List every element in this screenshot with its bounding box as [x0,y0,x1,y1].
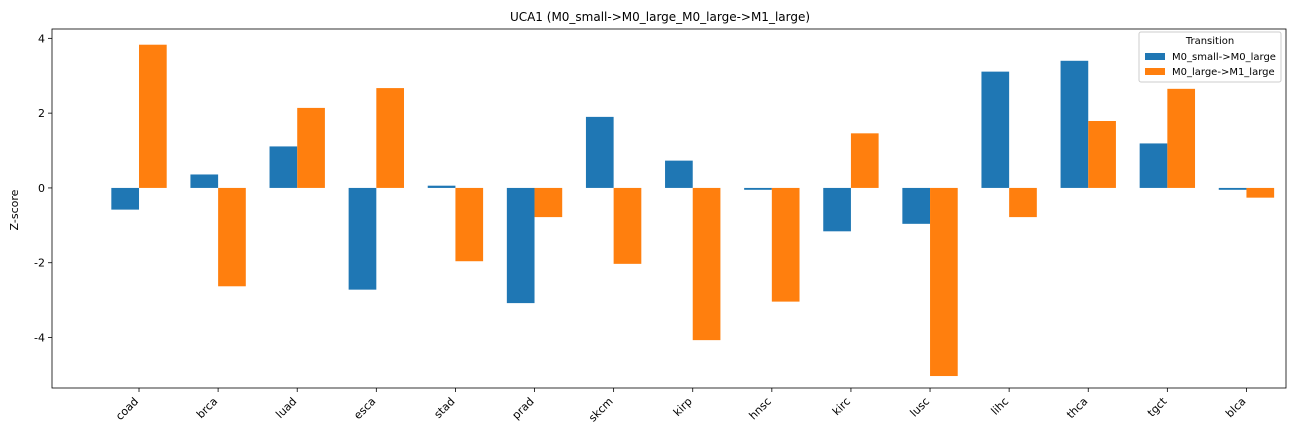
x-tick-label: prad [510,395,537,422]
x-tick-label: esca [351,395,378,422]
bar-kirc-series-2 [850,133,879,188]
bar-stad-series-2 [455,187,484,262]
bar-kirp-series-1 [665,160,693,188]
bar-luad-series-1 [269,146,298,188]
bar-lihc-series-1 [981,71,1010,188]
y-tick-label: -4 [34,332,45,345]
bar-hnsc-series-2 [771,187,800,302]
y-tick-label: -2 [34,257,45,270]
x-tick-label: skcm [586,395,616,425]
bar-stad-series-1 [427,185,456,188]
x-tick-label: thca [1064,395,1090,421]
bar-skcm-series-2 [613,187,642,264]
bar-prad-series-2 [534,187,563,218]
chart-title: UCA1 (M0_small->M0_large_M0_large->M1_la… [510,10,810,24]
y-tick-label: 0 [38,182,45,195]
legend-label-1: M0_small->M0_large [1172,52,1276,63]
bar-lihc-series-2 [1009,187,1037,218]
x-tick-label: tgct [1145,394,1170,419]
x-tick-label: coad [113,395,141,423]
y-tick-label: 4 [38,32,45,45]
bar-kirp-series-2 [692,187,721,341]
bar-tgct-series-1 [1139,143,1168,188]
plot-frame [51,28,1287,389]
plot-area: -4 -2 0 2 4 coad brca luad esca stad prad skcm kirp h… [34,32,1275,425]
x-tick-label: lusc [908,395,933,420]
legend-swatch-2 [1145,68,1165,75]
x-tick-label: blca [1223,395,1248,420]
bar-blca-series-2 [1246,187,1275,198]
y-tick-label: 2 [38,107,45,120]
legend-label-2: M0_large->M1_large [1172,67,1275,78]
bar-tgct-series-2 [1167,88,1196,188]
bar-lusc-series-1 [902,187,931,224]
bar-brca-series-1 [190,174,219,188]
x-tick-label: luad [273,395,299,421]
bar-thca-series-2 [1088,120,1116,188]
bar-thca-series-1 [1060,60,1089,188]
x-tick-label: kirc [830,395,853,418]
x-tick-label: hnsc [747,395,774,422]
bar-kirc-series-1 [823,187,851,232]
bar-esca-series-1 [348,187,377,290]
x-tick-label: lihc [989,395,1012,418]
bar-skcm-series-1 [585,116,614,188]
bar-brca-series-2 [218,187,246,287]
y-axis-label: Z-score [8,189,21,230]
bar-luad-series-2 [297,107,325,188]
legend-box [1138,31,1282,83]
legend-swatch-1 [1145,53,1165,60]
legend-title: Transition [1185,36,1234,47]
x-tick-label: stad [432,395,458,421]
bar-lusc-series-2 [930,187,958,377]
bar-coad-series-2 [139,44,167,188]
bar-blca-series-1 [1218,187,1247,190]
bar-hnsc-series-1 [744,187,772,190]
bar-coad-series-1 [111,187,140,210]
x-tick-label: kirp [671,395,695,419]
bar-prad-series-1 [506,187,535,304]
x-tick-label: brca [194,395,220,421]
legend: Transition M0_small->M0_large M0_large->M… [1138,31,1282,83]
bar-esca-series-2 [376,88,405,188]
